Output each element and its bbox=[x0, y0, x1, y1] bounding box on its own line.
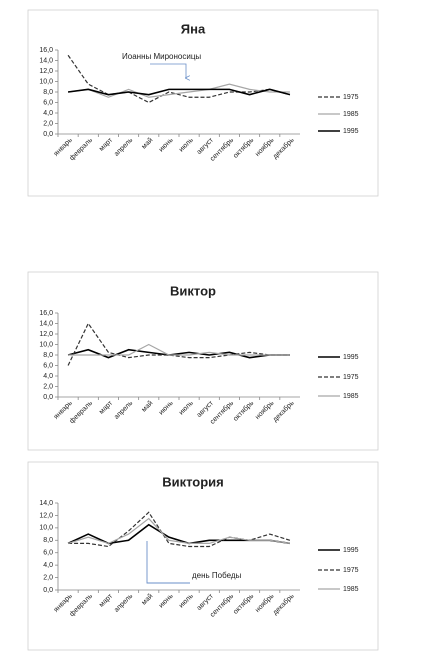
legend-label: 1995 bbox=[343, 128, 359, 135]
annotation: день Победы bbox=[192, 571, 242, 580]
y-tick-label: 0,0 bbox=[43, 394, 53, 401]
series-line bbox=[68, 511, 291, 548]
y-tick-label: 12,0 bbox=[39, 512, 53, 519]
y-tick-label: 14,0 bbox=[39, 320, 53, 327]
y-tick-label: 4,0 bbox=[43, 373, 53, 380]
chart: Виктор0,02,04,06,08,010,012,014,016,0янв… bbox=[27, 271, 379, 451]
annotation-line bbox=[146, 541, 190, 584]
series-line bbox=[68, 343, 290, 356]
y-tick-label: 6,0 bbox=[43, 362, 53, 369]
y-tick-label: 0,0 bbox=[43, 131, 53, 138]
y-tick-label: 14,0 bbox=[39, 57, 53, 64]
legend-label: 1975 bbox=[343, 94, 359, 101]
legend-label: 1975 bbox=[343, 374, 359, 381]
y-tick-label: 6,0 bbox=[43, 99, 53, 106]
y-tick-label: 10,0 bbox=[39, 78, 53, 85]
y-tick-label: 8,0 bbox=[43, 537, 53, 544]
series-line bbox=[67, 54, 291, 104]
series-line bbox=[67, 88, 291, 96]
chart-frame bbox=[27, 461, 379, 651]
y-tick-label: 16,0 bbox=[39, 47, 53, 54]
chart: Виктория0,02,04,06,08,010,012,014,0январ… bbox=[27, 461, 379, 651]
annotation: Иоанны Мироносицы bbox=[122, 52, 201, 61]
series-line bbox=[67, 322, 290, 366]
y-tick-label: 16,0 bbox=[39, 310, 53, 317]
chart-title: Виктория bbox=[162, 474, 224, 489]
chart-frame bbox=[27, 9, 379, 197]
y-tick-label: 10,0 bbox=[39, 525, 53, 532]
y-tick-label: 2,0 bbox=[43, 574, 53, 581]
y-tick-label: 12,0 bbox=[39, 68, 53, 75]
series-line bbox=[68, 83, 290, 98]
y-tick-label: 14,0 bbox=[39, 500, 53, 507]
y-tick-label: 4,0 bbox=[43, 110, 53, 117]
legend-label: 1975 bbox=[343, 567, 359, 574]
y-tick-label: 8,0 bbox=[43, 89, 53, 96]
y-tick-label: 4,0 bbox=[43, 562, 53, 569]
legend-label: 1985 bbox=[343, 111, 359, 118]
legend-label: 1985 bbox=[343, 586, 359, 593]
chart-title: Яна bbox=[181, 21, 206, 36]
chart-title: Виктор bbox=[170, 283, 216, 298]
legend-label: 1995 bbox=[343, 354, 359, 361]
y-tick-label: 2,0 bbox=[43, 120, 53, 127]
chart-frame bbox=[27, 271, 379, 451]
y-tick-label: 0,0 bbox=[43, 587, 53, 594]
y-tick-label: 8,0 bbox=[43, 352, 53, 359]
y-tick-label: 2,0 bbox=[43, 383, 53, 390]
y-tick-label: 10,0 bbox=[39, 341, 53, 348]
series-line bbox=[67, 348, 290, 359]
chart: Яна0,02,04,06,08,010,012,014,016,0январь… bbox=[27, 9, 379, 197]
y-tick-label: 12,0 bbox=[39, 331, 53, 338]
series-line bbox=[67, 517, 291, 545]
legend-label: 1995 bbox=[343, 547, 359, 554]
legend-label: 1985 bbox=[343, 393, 359, 400]
y-tick-label: 6,0 bbox=[43, 550, 53, 557]
annotation-arrow bbox=[150, 63, 186, 78]
